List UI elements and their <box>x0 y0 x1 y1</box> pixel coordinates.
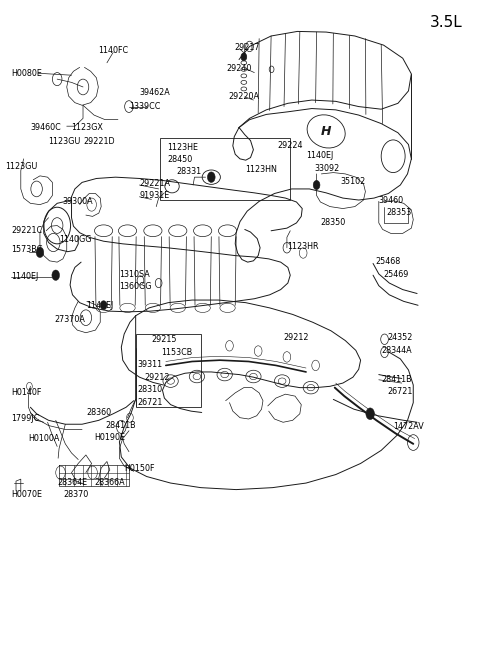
Text: 28450: 28450 <box>167 155 192 164</box>
Text: 27370A: 27370A <box>54 314 85 324</box>
Text: 28411B: 28411B <box>105 421 136 430</box>
Text: 28350: 28350 <box>321 217 346 227</box>
Text: 35102: 35102 <box>340 178 366 186</box>
Text: H0150F: H0150F <box>124 464 155 473</box>
Text: 1153CB: 1153CB <box>161 348 192 357</box>
Text: 25469: 25469 <box>384 270 409 279</box>
Text: 91931E: 91931E <box>140 191 170 200</box>
Text: 28360: 28360 <box>86 408 111 417</box>
Text: 29220A: 29220A <box>228 92 259 102</box>
Text: 39300A: 39300A <box>62 197 93 206</box>
Text: 28353: 28353 <box>386 208 411 217</box>
Text: 1140GG: 1140GG <box>59 235 92 244</box>
Circle shape <box>241 53 247 61</box>
Text: 26721: 26721 <box>387 387 413 396</box>
Text: 29224: 29224 <box>277 141 303 149</box>
Text: 28364E: 28364E <box>57 478 87 487</box>
Text: 25468: 25468 <box>375 257 400 266</box>
Text: 29221D: 29221D <box>83 138 115 146</box>
Text: 28310: 28310 <box>137 385 162 394</box>
Text: 28411B: 28411B <box>381 375 412 384</box>
Text: 28331: 28331 <box>177 168 202 176</box>
Text: 3.5L: 3.5L <box>430 15 463 30</box>
Text: 1360GG: 1360GG <box>120 282 152 291</box>
Text: 29217: 29217 <box>234 43 260 52</box>
Text: 1140EJ: 1140EJ <box>11 272 38 281</box>
Text: H: H <box>321 125 331 138</box>
Text: 1123HN: 1123HN <box>245 165 276 174</box>
Text: 1310SA: 1310SA <box>120 270 150 279</box>
Text: 1123GU: 1123GU <box>48 138 81 146</box>
Text: 39460: 39460 <box>379 196 404 204</box>
Text: 1123HE: 1123HE <box>167 143 198 151</box>
Text: 24352: 24352 <box>387 333 413 343</box>
Text: 29221A: 29221A <box>140 179 170 187</box>
Text: 29215: 29215 <box>152 335 177 345</box>
Text: 1472AV: 1472AV <box>393 422 424 432</box>
Text: 29212: 29212 <box>283 333 309 343</box>
Text: 26721: 26721 <box>137 398 162 407</box>
Text: H0190E: H0190E <box>94 434 125 443</box>
Text: 29240: 29240 <box>227 64 252 73</box>
Circle shape <box>100 301 107 310</box>
Text: 1123GU: 1123GU <box>5 162 38 170</box>
Text: 1140FC: 1140FC <box>98 46 128 55</box>
Text: 28366A: 28366A <box>94 478 125 487</box>
Text: 39460C: 39460C <box>30 123 61 132</box>
Text: H0070E: H0070E <box>11 491 42 499</box>
Text: 1140EJ: 1140EJ <box>86 301 113 310</box>
Circle shape <box>36 247 44 257</box>
Text: H0140F: H0140F <box>11 388 42 397</box>
Text: 1140EJ: 1140EJ <box>306 151 333 160</box>
Circle shape <box>207 172 215 182</box>
Circle shape <box>313 180 320 189</box>
Text: 39462A: 39462A <box>140 88 170 97</box>
Text: 1339CC: 1339CC <box>129 102 160 111</box>
Text: 1123GX: 1123GX <box>72 123 103 132</box>
Text: 1123HR: 1123HR <box>287 242 318 251</box>
Text: 1799JC: 1799JC <box>11 414 39 423</box>
Text: 29221C: 29221C <box>11 225 42 234</box>
Text: 1573BG: 1573BG <box>11 245 43 254</box>
Text: H0100A: H0100A <box>28 434 60 443</box>
Text: 39311: 39311 <box>137 360 162 369</box>
Text: 29212: 29212 <box>144 373 170 382</box>
Text: 28370: 28370 <box>64 491 89 499</box>
Text: 28344A: 28344A <box>381 346 412 355</box>
Circle shape <box>52 270 60 280</box>
Text: 33092: 33092 <box>314 164 339 173</box>
Text: H0080E: H0080E <box>11 69 42 78</box>
Circle shape <box>366 408 374 420</box>
